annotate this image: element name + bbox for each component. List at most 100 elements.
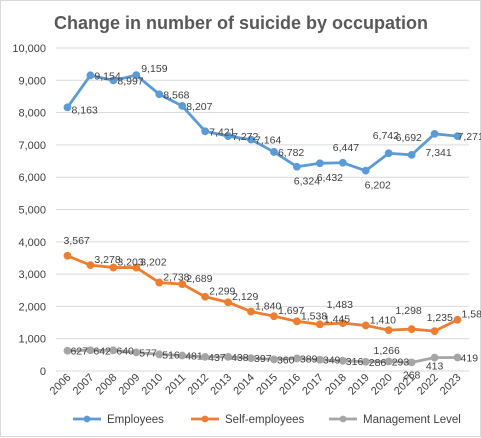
x-tick-label: 2014 <box>231 372 257 398</box>
legend-item: Management Level <box>329 414 461 426</box>
data-point <box>178 280 187 289</box>
data-point <box>86 261 95 270</box>
data-point <box>63 103 72 112</box>
data-label: 577 <box>139 347 157 359</box>
data-point <box>132 263 141 272</box>
data-point <box>338 158 347 167</box>
data-label: 7,164 <box>255 135 281 147</box>
data-label: 6,692 <box>396 132 422 144</box>
data-label: 413 <box>426 361 444 373</box>
x-tick-label: 2007 <box>71 372 97 398</box>
data-point <box>293 354 301 363</box>
y-tick-label: 2,000 <box>18 301 46 313</box>
data-point <box>86 71 95 80</box>
data-label: 1,697 <box>278 305 304 317</box>
data-label: 3,203 <box>117 257 143 269</box>
legend-swatch-marker <box>201 415 209 423</box>
x-tick-label: 2013 <box>208 372 234 398</box>
data-point <box>315 355 324 364</box>
gridlines <box>56 47 469 372</box>
data-label: 1,840 <box>255 301 281 313</box>
data-point <box>453 315 462 324</box>
data-point <box>109 76 118 85</box>
legend-label: Management Level <box>363 414 461 426</box>
y-tick-label: 4,000 <box>18 237 46 249</box>
data-label: 8,163 <box>71 104 97 116</box>
x-tick-label: 2016 <box>277 372 303 398</box>
x-tick-label: 2012 <box>185 372 211 398</box>
data-point <box>430 327 439 336</box>
legend-label: Employees <box>107 414 164 426</box>
data-point <box>361 166 370 175</box>
data-label: 293 <box>392 357 410 369</box>
data-label: 627 <box>70 346 88 358</box>
y-tick-label: 7,000 <box>18 140 46 152</box>
data-label: 389 <box>300 353 318 365</box>
data-point <box>109 263 118 272</box>
data-point <box>155 278 164 287</box>
data-label: 6,324 <box>294 176 320 188</box>
x-tick-label: 2023 <box>438 372 464 398</box>
data-point <box>224 298 232 307</box>
x-tick-label: 2019 <box>346 372 372 398</box>
data-point <box>407 150 416 159</box>
data-label: 360 <box>277 354 295 366</box>
y-tick-label: 0 <box>40 366 46 378</box>
y-tick-label: 1,000 <box>18 334 46 346</box>
data-point <box>361 357 370 366</box>
data-point <box>201 352 210 361</box>
series-line-0 <box>66 73 459 173</box>
legend: Employees Self-employees Management Level <box>73 414 461 426</box>
x-tick-label: 2010 <box>140 372 166 398</box>
data-label: 438 <box>231 352 249 364</box>
data-point <box>270 355 278 364</box>
data-label: 1,410 <box>370 314 396 326</box>
x-tick-label: 2009 <box>117 372 143 398</box>
x-tick-label: 2006 <box>48 372 74 398</box>
data-point <box>338 319 347 327</box>
data-point <box>384 357 393 366</box>
data-point <box>201 292 210 301</box>
data-point <box>315 320 324 329</box>
data-label: 268 <box>403 369 421 381</box>
data-point <box>293 317 301 326</box>
data-label: 3,202 <box>140 257 166 269</box>
data-point <box>315 159 324 168</box>
data-label: 6,432 <box>317 172 343 184</box>
data-point <box>270 312 278 321</box>
y-tick-label: 10,000 <box>12 43 46 55</box>
legend-item: Self-employees <box>191 414 305 426</box>
data-point <box>63 251 72 260</box>
data-point <box>132 71 141 80</box>
data-point <box>155 350 164 359</box>
data-point <box>384 326 393 335</box>
y-tick-label: 9,000 <box>18 75 46 87</box>
data-point <box>430 353 439 362</box>
data-point <box>247 354 255 363</box>
data-label: 437 <box>208 352 226 364</box>
y-tick-label: 5,000 <box>18 205 46 217</box>
x-tick-label: 2020 <box>369 372 395 398</box>
data-label: 640 <box>116 345 134 357</box>
data-label: 6,742 <box>373 130 399 142</box>
data-point <box>86 346 95 355</box>
data-label: 286 <box>369 357 387 369</box>
y-tick-label: 8,000 <box>18 108 46 120</box>
data-label: 7,421 <box>209 126 235 138</box>
legend-swatch-marker <box>83 415 91 423</box>
data-point <box>132 348 141 357</box>
data-point <box>224 132 232 141</box>
x-tick-label: 2018 <box>323 372 349 398</box>
y-tick-label: 3,000 <box>18 269 46 281</box>
data-label: 6,447 <box>333 142 359 154</box>
data-label: 1,235 <box>427 312 453 324</box>
data-label: 397 <box>254 353 272 365</box>
data-label: 1,483 <box>327 299 353 311</box>
data-point <box>178 351 187 360</box>
legend-item: Employees <box>73 414 164 426</box>
data-label: 7,271 <box>458 131 481 143</box>
data-point <box>407 325 416 333</box>
data-label: 2,299 <box>209 286 235 298</box>
